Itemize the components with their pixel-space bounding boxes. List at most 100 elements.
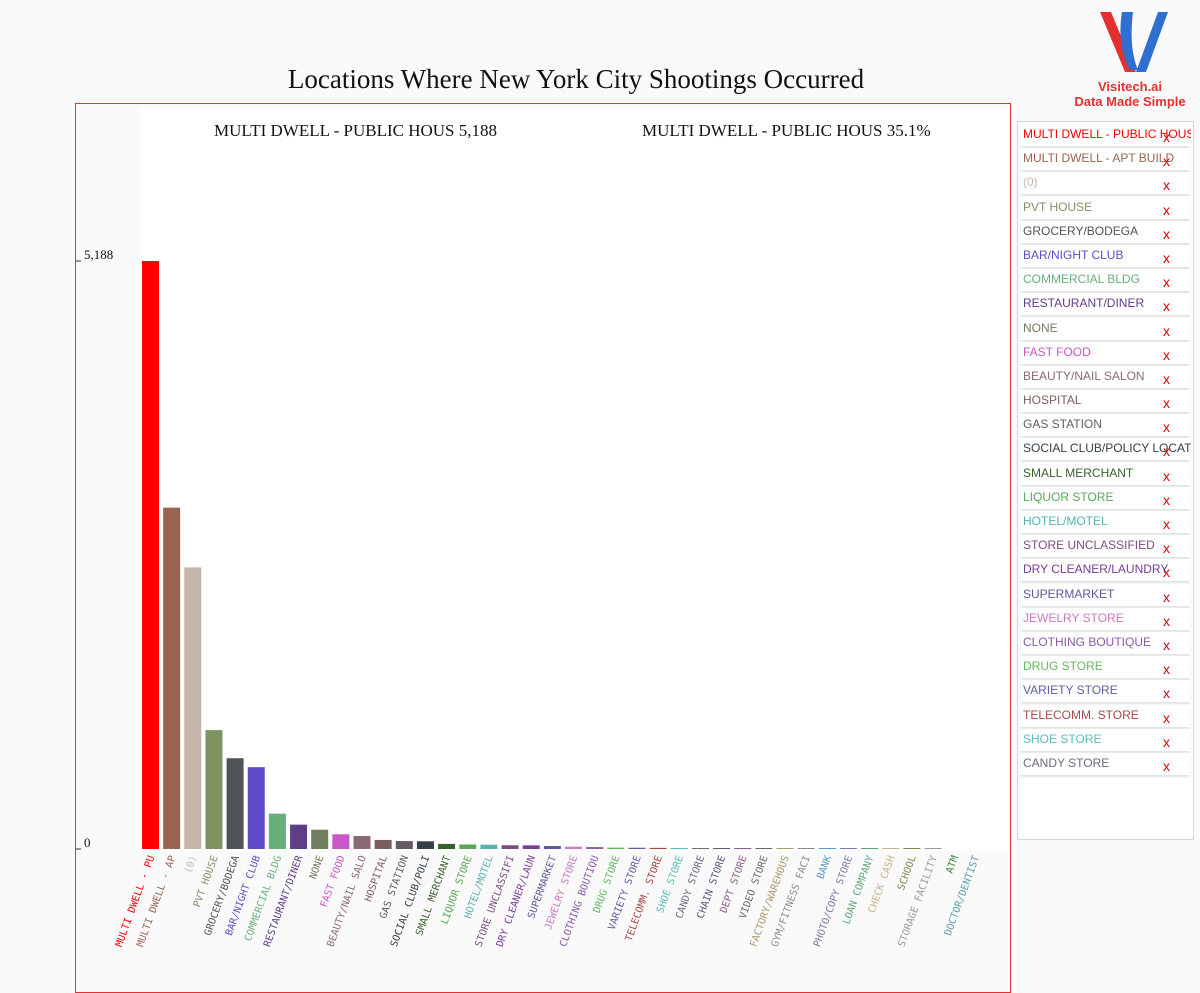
bar[interactable] (734, 848, 752, 849)
remove-series-icon[interactable]: x (1163, 225, 1170, 242)
bar[interactable] (395, 841, 413, 849)
legend-label: VARIETY STORE (1023, 683, 1118, 698)
bar[interactable] (332, 834, 350, 849)
bar[interactable] (586, 847, 604, 849)
remove-series-icon[interactable]: x (1163, 249, 1170, 266)
bar[interactable] (268, 813, 286, 849)
bar[interactable] (311, 829, 329, 849)
remove-series-icon[interactable]: x (1163, 757, 1170, 774)
remove-series-icon[interactable]: x (1163, 612, 1170, 629)
remove-series-icon[interactable]: x (1163, 370, 1170, 387)
remove-series-icon[interactable]: x (1163, 685, 1170, 702)
bar[interactable] (565, 846, 582, 849)
bar[interactable] (184, 567, 202, 849)
bar[interactable] (543, 846, 561, 849)
bar[interactable] (649, 847, 667, 849)
legend-item[interactable]: MULTI DWELL - APT BUILD x (1021, 148, 1190, 171)
remove-series-icon[interactable]: x (1163, 177, 1170, 194)
legend-item[interactable]: BEAUTY/NAIL SALON x (1021, 365, 1190, 388)
remove-series-icon[interactable]: x (1163, 709, 1170, 726)
legend-label: BEAUTY/NAIL SALON (1023, 368, 1145, 383)
bar[interactable] (226, 758, 244, 849)
legend-item[interactable]: (0) x (1021, 172, 1190, 195)
remove-series-icon[interactable]: x (1163, 129, 1170, 145)
bar[interactable] (839, 848, 857, 849)
legend-label: RESTAURANT/DINER (1023, 296, 1145, 311)
legend-item[interactable]: GROCERY/BODEGA x (1021, 220, 1190, 243)
legend-item[interactable]: COMMERCIAL BLDG x (1021, 269, 1190, 292)
legend-item[interactable]: CLOTHING BOUTIQUE x (1021, 631, 1190, 654)
legend-item[interactable]: DRY CLEANER/LAUNDRY x (1021, 559, 1190, 582)
legend-item[interactable]: SHOE STORE x (1021, 728, 1190, 751)
bar[interactable] (142, 261, 159, 849)
bar[interactable] (776, 848, 794, 849)
legend-item[interactable]: GAS STATION x (1021, 414, 1190, 437)
bar[interactable] (416, 841, 434, 849)
remove-series-icon[interactable]: x (1163, 346, 1170, 363)
bar[interactable] (501, 845, 519, 849)
bar[interactable] (628, 847, 646, 849)
bar[interactable] (924, 848, 942, 849)
bar[interactable] (691, 848, 709, 849)
bar[interactable] (755, 848, 773, 849)
bar[interactable] (163, 507, 181, 849)
legend-item[interactable]: SUPERMARKET x (1021, 583, 1190, 606)
legend-item[interactable]: PVT HOUSE x (1021, 196, 1190, 219)
legend-item[interactable]: VARIETY STORE x (1021, 680, 1190, 703)
remove-series-icon[interactable]: x (1163, 298, 1170, 315)
legend-item[interactable]: SMALL MERCHANT x (1021, 462, 1190, 485)
bar[interactable] (459, 844, 477, 849)
legend-item[interactable]: TELECOMM. STORE x (1021, 704, 1190, 727)
legend-item[interactable]: HOSPITAL x (1021, 390, 1190, 413)
remove-series-icon[interactable]: x (1163, 661, 1170, 678)
legend-item[interactable]: BAR/NIGHT CLUB x (1021, 244, 1190, 267)
remove-series-icon[interactable]: x (1163, 443, 1170, 460)
bar[interactable] (818, 848, 836, 849)
bar[interactable] (670, 848, 688, 849)
remove-series-icon[interactable]: x (1163, 540, 1170, 557)
remove-series-icon[interactable]: x (1163, 274, 1170, 291)
remove-series-icon[interactable]: x (1163, 516, 1170, 532)
bar[interactable] (903, 848, 921, 849)
remove-series-icon[interactable]: x (1163, 636, 1170, 653)
legend-item[interactable]: FAST FOOD x (1021, 341, 1190, 364)
bar[interactable] (861, 848, 879, 849)
legend-item[interactable]: CANDY STORE x (1021, 752, 1190, 775)
legend-item[interactable]: RESTAURANT/DINER x (1021, 293, 1190, 316)
bar[interactable] (290, 824, 308, 849)
bar[interactable] (607, 847, 625, 849)
legend-item[interactable]: DRUG STORE x (1021, 656, 1190, 679)
bar[interactable] (205, 730, 223, 849)
x-tick-label: ATM (945, 854, 962, 875)
legend-item[interactable]: HOTEL/MOTEL x (1021, 511, 1190, 533)
remove-series-icon[interactable]: x (1163, 564, 1170, 581)
remove-series-icon[interactable]: x (1163, 322, 1170, 339)
legend-label: SUPERMARKET (1023, 586, 1115, 601)
chart-title: Locations Where New York City Shootings … (287, 64, 865, 94)
bar[interactable] (480, 844, 498, 849)
legend-item[interactable]: NONE x (1021, 317, 1190, 340)
bar[interactable] (374, 839, 392, 849)
remove-series-icon[interactable]: x (1163, 733, 1170, 750)
bar[interactable] (438, 843, 456, 849)
remove-series-icon[interactable]: x (1163, 201, 1170, 218)
remove-series-icon[interactable]: x (1163, 419, 1170, 436)
bar[interactable] (353, 835, 371, 849)
bar[interactable] (247, 767, 265, 849)
legend-item[interactable]: STORE UNCLASSIFIED x (1021, 535, 1190, 558)
bar[interactable] (882, 848, 900, 849)
legend-label: HOTEL/MOTEL (1023, 514, 1108, 528)
remove-series-icon[interactable]: x (1163, 467, 1170, 484)
bar[interactable] (713, 848, 731, 849)
bar[interactable] (797, 848, 815, 849)
legend-item[interactable]: SOCIAL CLUB/POLICY LOCATI x (1021, 438, 1191, 461)
remove-series-icon[interactable]: x (1163, 491, 1170, 508)
legend-item[interactable]: MULTI DWELL - PUBLIC HOUS x (1021, 124, 1191, 146)
remove-series-icon[interactable]: x (1163, 395, 1170, 412)
bar[interactable] (522, 845, 540, 849)
legend-label: SOCIAL CLUB/POLICY LOCATI (1023, 441, 1191, 456)
legend-item[interactable]: JEWELRY STORE x (1021, 607, 1190, 630)
remove-series-icon[interactable]: x (1163, 153, 1170, 170)
remove-series-icon[interactable]: x (1163, 588, 1170, 605)
legend-item[interactable]: LIQUOR STORE x (1021, 486, 1190, 509)
